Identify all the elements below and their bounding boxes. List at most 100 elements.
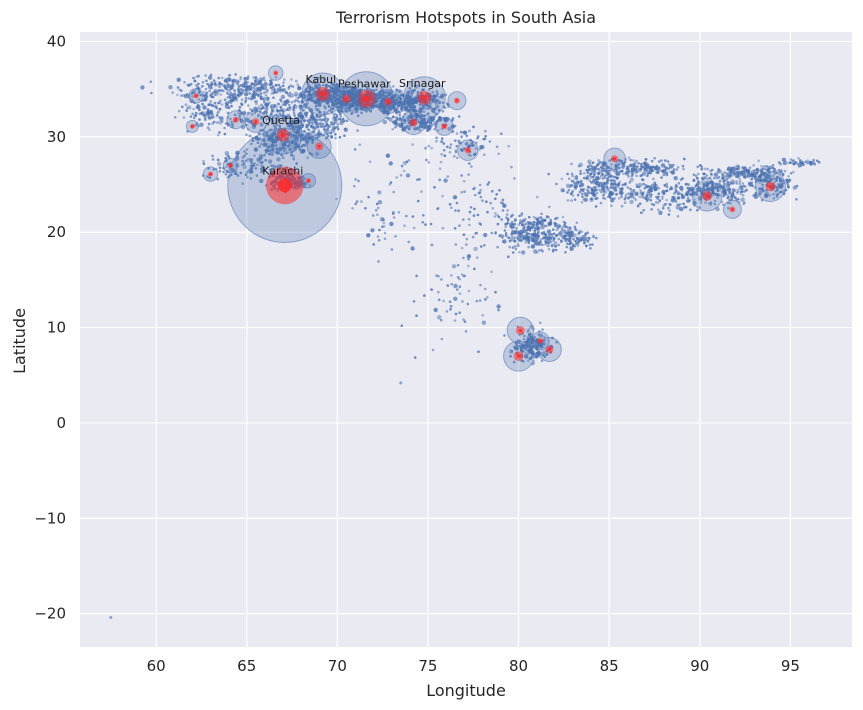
- event-point: [239, 113, 242, 116]
- event-point: [207, 75, 213, 80]
- event-point: [665, 166, 669, 170]
- event-point: [254, 79, 257, 83]
- event-point: [331, 82, 334, 86]
- event-point: [632, 159, 635, 162]
- event-point: [640, 211, 643, 214]
- event-point: [323, 110, 326, 114]
- event-point: [504, 222, 507, 226]
- event-point: [336, 123, 340, 126]
- event-point: [252, 91, 258, 97]
- event-point: [537, 234, 540, 238]
- event-point: [656, 196, 659, 199]
- event-point: [686, 198, 691, 203]
- event-point: [456, 156, 459, 160]
- event-point: [593, 186, 596, 189]
- event-point: [754, 176, 757, 179]
- event-point: [202, 159, 205, 163]
- event-point: [489, 201, 492, 205]
- event-point: [424, 146, 427, 150]
- event-point: [257, 80, 261, 83]
- event-point: [472, 125, 476, 129]
- event-point: [479, 195, 483, 199]
- event-point: [689, 208, 692, 212]
- event-point: [613, 181, 616, 185]
- event-point: [288, 91, 292, 95]
- event-point: [334, 121, 338, 124]
- event-point: [524, 222, 528, 225]
- event-point: [521, 223, 524, 226]
- event-point: [382, 225, 386, 228]
- event-point: [388, 161, 393, 166]
- event-point: [526, 225, 531, 231]
- event-point: [541, 328, 544, 331]
- event-point: [602, 196, 605, 200]
- event-point: [269, 86, 273, 89]
- event-point: [783, 169, 787, 173]
- event-point: [595, 182, 598, 186]
- event-point: [738, 182, 741, 186]
- hotspot-center: [228, 163, 232, 167]
- event-point: [786, 178, 791, 183]
- event-point: [760, 164, 763, 168]
- x-tick-label: 80: [509, 657, 528, 675]
- event-point: [547, 172, 550, 176]
- event-point: [330, 121, 333, 124]
- event-point: [656, 208, 660, 211]
- event-point: [535, 251, 539, 254]
- event-point: [340, 93, 344, 96]
- hotspot-center: [234, 118, 238, 122]
- event-point: [189, 115, 193, 118]
- event-point: [708, 176, 712, 180]
- event-point: [641, 193, 644, 196]
- event-point: [744, 185, 747, 188]
- event-point: [641, 178, 645, 182]
- event-point: [676, 192, 680, 196]
- event-point: [783, 160, 788, 166]
- event-point: [415, 274, 418, 278]
- event-point: [437, 315, 442, 320]
- event-point: [740, 173, 744, 177]
- event-point: [712, 176, 716, 180]
- event-point: [473, 193, 477, 197]
- event-point: [491, 207, 495, 210]
- event-point: [441, 110, 445, 113]
- event-point: [427, 161, 431, 164]
- event-point: [354, 178, 357, 181]
- hotspot-center: [194, 94, 198, 98]
- event-point: [255, 100, 258, 103]
- event-point: [244, 96, 248, 100]
- event-point: [318, 111, 322, 114]
- event-point: [314, 120, 317, 124]
- event-point: [646, 174, 649, 178]
- event-point: [257, 94, 260, 97]
- event-point: [540, 248, 543, 252]
- event-point: [585, 168, 589, 172]
- event-point: [573, 175, 579, 181]
- event-point: [306, 82, 310, 86]
- event-point: [475, 256, 479, 259]
- event-point: [314, 86, 317, 90]
- event-point: [596, 163, 600, 167]
- event-point: [334, 132, 337, 136]
- event-point: [593, 173, 596, 176]
- event-point: [229, 92, 233, 95]
- event-point: [286, 122, 291, 127]
- event-point: [595, 236, 598, 240]
- event-point: [325, 83, 328, 86]
- event-point: [478, 222, 482, 225]
- x-tick-label: 95: [781, 657, 800, 675]
- event-point: [382, 91, 386, 94]
- event-point: [667, 206, 670, 210]
- event-point: [216, 161, 222, 166]
- event-point: [357, 179, 360, 183]
- event-point: [610, 182, 613, 186]
- event-point: [219, 93, 222, 96]
- event-point: [435, 139, 438, 143]
- event-point: [377, 239, 381, 242]
- event-point: [595, 175, 600, 181]
- x-tick-label: 65: [237, 657, 256, 675]
- event-point: [635, 174, 638, 178]
- event-point: [476, 213, 480, 217]
- event-point: [272, 110, 275, 113]
- event-point: [588, 174, 592, 178]
